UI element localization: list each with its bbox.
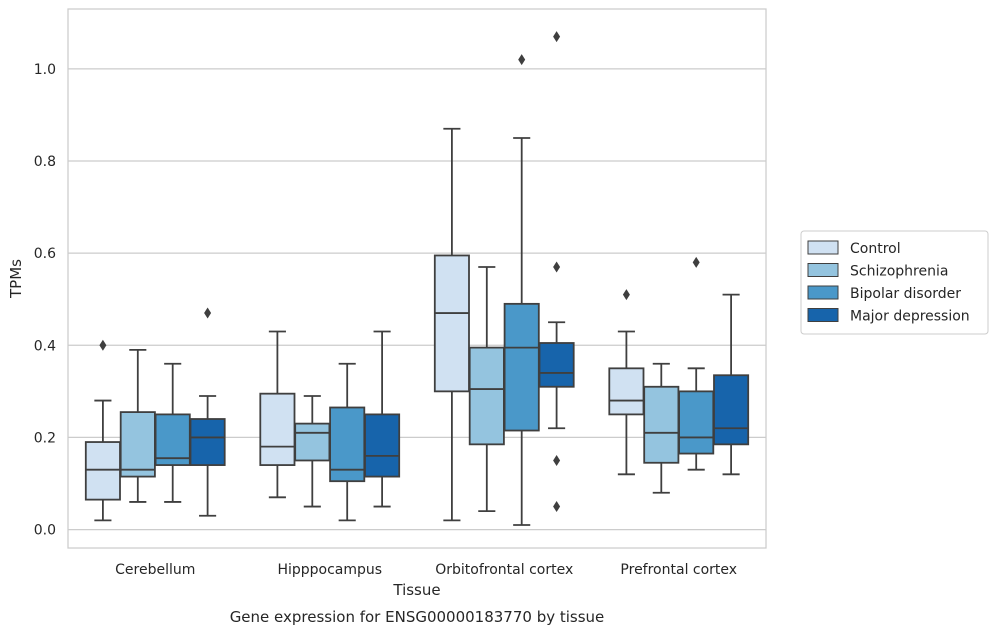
legend-item: Bipolar disorder xyxy=(807,285,961,302)
box-1-1 xyxy=(294,395,331,508)
box-3-1 xyxy=(643,362,680,494)
legend-item: Schizophrenia xyxy=(807,263,948,280)
box-body xyxy=(678,390,715,455)
box-body xyxy=(468,346,505,446)
y-tick-label: 0.4 xyxy=(34,338,56,354)
x-tick-label: Hipppocampus xyxy=(277,562,382,578)
outlier-point xyxy=(518,54,526,66)
box-body xyxy=(119,411,156,478)
legend-item: Control xyxy=(807,240,901,257)
plot-area-frame xyxy=(67,8,767,549)
legend: Control Schizophrenia Bipolar disorder Majo… xyxy=(800,230,989,335)
box-1-3 xyxy=(364,330,401,508)
y-tick-label: 0.0 xyxy=(34,523,56,539)
box-1-2 xyxy=(329,362,366,522)
box-body xyxy=(84,441,121,501)
box-2-2 xyxy=(503,54,540,526)
outlier-point xyxy=(204,307,212,319)
legend-swatch xyxy=(807,308,839,322)
legend-item: Major depression xyxy=(807,308,970,325)
outlier-point xyxy=(553,31,561,43)
legend-swatch xyxy=(807,263,839,277)
outlier-point xyxy=(553,261,561,273)
box-3-0 xyxy=(608,289,645,476)
outlier-point xyxy=(692,256,700,268)
outlier-point xyxy=(553,454,561,466)
chart-caption: Gene expression for ENSG00000183770 by t… xyxy=(230,608,605,626)
box-0-1 xyxy=(119,349,156,503)
x-tick-label: Prefrontal cortex xyxy=(620,562,737,578)
legend-label: Schizophrenia xyxy=(850,264,948,280)
box-3-2 xyxy=(678,256,715,471)
box-body xyxy=(294,422,331,462)
box-body xyxy=(643,385,680,464)
box-2-1 xyxy=(468,266,505,513)
outlier-point xyxy=(99,339,107,351)
y-axis-label: TPMs xyxy=(7,259,25,299)
box-body xyxy=(189,418,226,466)
box-body xyxy=(538,342,575,388)
box-body xyxy=(364,413,401,478)
outlier-point xyxy=(553,501,561,513)
box-2-3 xyxy=(538,31,575,513)
legend-label: Bipolar disorder xyxy=(850,286,961,302)
y-tick-labels: 0.0 0.2 0.4 0.6 0.8 1.0 xyxy=(34,62,56,539)
x-tick-label: Cerebellum xyxy=(115,562,195,578)
legend-frame xyxy=(800,230,989,335)
legend-swatch xyxy=(807,285,839,300)
box-body xyxy=(503,302,540,432)
x-tick-label: Orbitofrontal cortex xyxy=(435,562,573,578)
y-tick-label: 0.6 xyxy=(34,246,56,262)
y-tick-label: 0.2 xyxy=(34,430,56,446)
box-2-0 xyxy=(433,127,470,522)
box-3-3 xyxy=(713,293,750,476)
box-0-0 xyxy=(84,339,121,522)
outlier-point xyxy=(622,289,630,301)
x-axis-label: Tissue xyxy=(392,581,440,599)
box-body xyxy=(433,254,470,393)
legend-label: Major depression xyxy=(850,309,970,325)
legend-label: Control xyxy=(850,241,901,257)
y-tick-label: 0.8 xyxy=(34,154,56,170)
box-0-2 xyxy=(154,362,191,503)
legend-swatch xyxy=(807,240,839,255)
boxes xyxy=(84,31,750,526)
box-body xyxy=(608,367,645,416)
box-body xyxy=(713,374,750,446)
box-body xyxy=(259,392,296,466)
x-tick-labels: Cerebellum Hipppocampus Orbitofrontal cort… xyxy=(115,562,737,578)
box-body xyxy=(154,413,191,466)
box-0-3 xyxy=(189,307,226,517)
box-1-0 xyxy=(259,330,296,499)
y-tick-label: 1.0 xyxy=(34,62,56,78)
